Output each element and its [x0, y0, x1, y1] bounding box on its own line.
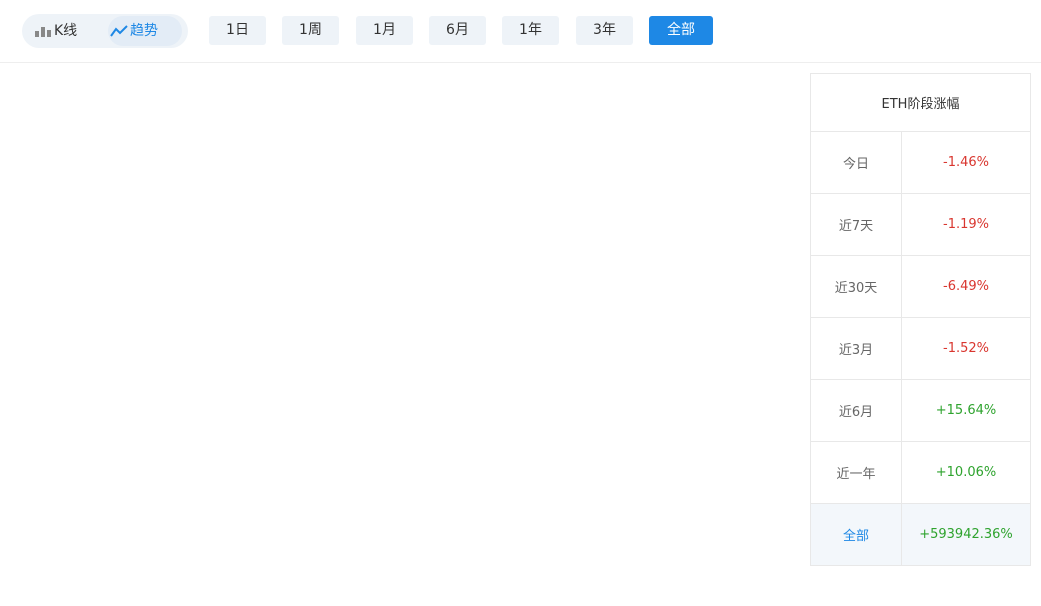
range-button[interactable]: 1年	[502, 16, 559, 45]
change-value: +10.06%	[901, 441, 1031, 504]
period-label: 今日	[810, 131, 902, 194]
range-button[interactable]: 1日	[209, 16, 266, 45]
change-value: +593942.36%	[901, 503, 1031, 566]
table-title: ETH阶段涨幅	[810, 73, 1031, 132]
mode-button[interactable]: K线0.000000001,2002,4003,6004,80005-01201…	[32, 16, 98, 46]
mode-toggle: K线0.000000001,2002,4003,6004,80005-01201…	[22, 14, 188, 48]
range-button[interactable]: 6月	[429, 16, 486, 45]
change-value: -1.46%	[901, 131, 1031, 194]
change-value: -1.19%	[901, 193, 1031, 256]
change-value: -1.52%	[901, 317, 1031, 380]
period-label: 近6月	[810, 379, 902, 442]
table-row: 近3月 -1.52%	[810, 317, 1031, 380]
period-label: 全部	[810, 503, 902, 566]
change-table: ETH阶段涨幅 今日 -1.46% 近7天 -1.19% 近30天 -6.49% 近3月 -1.…	[810, 73, 1031, 566]
change-value: +15.64%	[901, 379, 1031, 442]
mode-icon	[110, 25, 128, 37]
range-button[interactable]: 1周	[282, 16, 339, 45]
chart	[0, 0, 805, 606]
range-button[interactable]: 3年	[576, 16, 633, 45]
mode-icon: 0.000000001,2002,4003,6004,80005-0120160…	[35, 27, 51, 37]
table-row: 近6月 +15.64%	[810, 379, 1031, 442]
range-button[interactable]: 全部	[649, 16, 713, 45]
separator	[0, 62, 1041, 63]
table-row: 今日 -1.46%	[810, 131, 1031, 194]
period-label: 近30天	[810, 255, 902, 318]
mode-button[interactable]: 趋势	[108, 16, 182, 46]
period-label: 近3月	[810, 317, 902, 380]
change-value: -6.49%	[901, 255, 1031, 318]
period-label: 近一年	[810, 441, 902, 504]
table-row: 近7天 -1.19%	[810, 193, 1031, 256]
period-label: 近7天	[810, 193, 902, 256]
table-row: 全部 +593942.36%	[810, 503, 1031, 566]
table-row: 近30天 -6.49%	[810, 255, 1031, 318]
table-row: 近一年 +10.06%	[810, 441, 1031, 504]
range-button[interactable]: 1月	[356, 16, 413, 45]
